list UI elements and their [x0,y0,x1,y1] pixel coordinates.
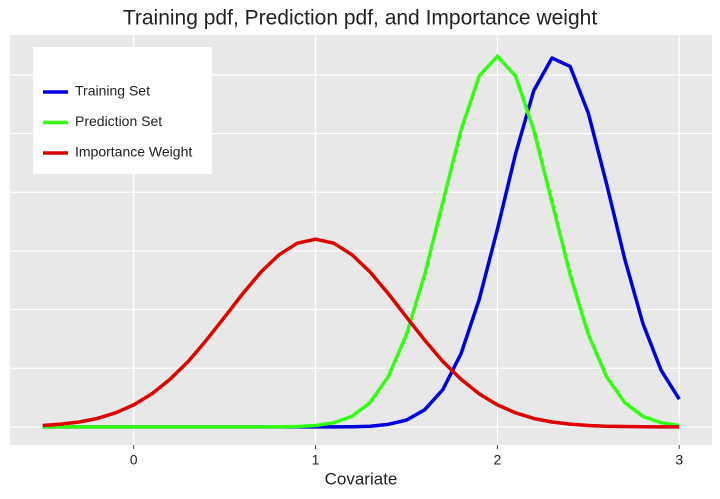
legend-label: Prediction Set [75,113,162,129]
legend-label: Importance Weight [75,144,192,160]
x-tick-label: 1 [312,452,320,468]
x-tick-label: 0 [130,452,138,468]
series-line [42,237,680,429]
x-tick-label: 2 [494,452,502,468]
x-tick-label: 3 [675,452,683,468]
chart-title: Training pdf, Prediction pdf, and Import… [123,7,597,30]
x-axis-title: Covariate [325,469,398,488]
legend-label: Training Set [75,83,150,99]
series-line [42,54,680,429]
